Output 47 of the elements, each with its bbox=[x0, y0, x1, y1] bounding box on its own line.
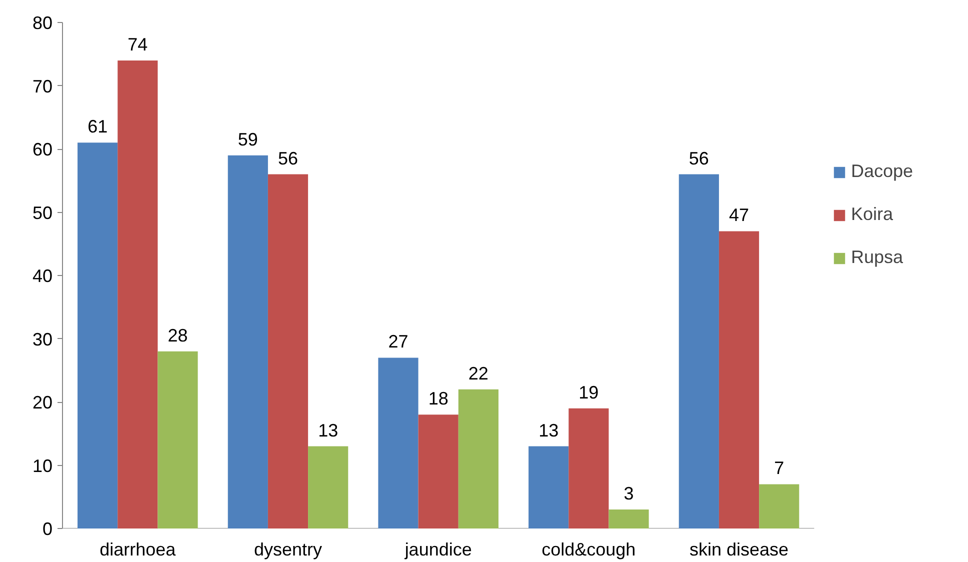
legend-label: Rupsa bbox=[851, 247, 904, 268]
data-label: 74 bbox=[128, 34, 148, 54]
data-label: 19 bbox=[578, 382, 599, 402]
x-tick-label: jaundice bbox=[404, 540, 472, 560]
y-tick-label: 10 bbox=[32, 456, 53, 476]
legend-label: Koira bbox=[851, 204, 894, 225]
data-label: 13 bbox=[538, 420, 559, 440]
y-tick-label: 80 bbox=[32, 13, 53, 33]
bar bbox=[718, 231, 760, 528]
x-tick-label: diarrhoea bbox=[100, 540, 177, 560]
data-label: 13 bbox=[318, 420, 338, 440]
x-tick-label: skin disease bbox=[689, 540, 789, 560]
bar bbox=[678, 174, 719, 528]
bar bbox=[228, 155, 268, 528]
bar bbox=[458, 389, 498, 528]
y-tick-label: 40 bbox=[32, 266, 53, 286]
bar bbox=[78, 142, 118, 528]
data-label: 59 bbox=[238, 129, 258, 150]
legend-label: Dacope bbox=[851, 161, 914, 182]
bar bbox=[268, 174, 308, 528]
data-label: 47 bbox=[729, 205, 750, 226]
y-tick-label: 70 bbox=[32, 76, 53, 96]
data-label: 56 bbox=[688, 148, 709, 168]
bar bbox=[418, 414, 458, 528]
data-label: 3 bbox=[624, 484, 634, 504]
bar bbox=[378, 358, 418, 528]
bar bbox=[528, 446, 569, 528]
y-tick-label: 0 bbox=[42, 519, 53, 539]
data-label: 22 bbox=[468, 363, 488, 384]
data-label: 7 bbox=[774, 458, 784, 478]
data-label: 28 bbox=[168, 325, 188, 346]
y-tick-label: 30 bbox=[32, 329, 53, 350]
y-tick-label: 20 bbox=[32, 392, 53, 412]
data-label: 18 bbox=[428, 388, 448, 409]
bar bbox=[568, 408, 609, 528]
y-tick-label: 60 bbox=[32, 140, 53, 160]
data-label: 56 bbox=[278, 148, 298, 168]
bar bbox=[608, 510, 649, 528]
data-label: 27 bbox=[388, 332, 408, 352]
bar bbox=[118, 60, 158, 528]
x-tick-label: dysentry bbox=[254, 540, 322, 560]
x-tick-label: cold&cough bbox=[542, 540, 636, 560]
bar bbox=[158, 351, 198, 528]
bar bbox=[308, 446, 348, 528]
bar bbox=[759, 484, 800, 528]
data-label: 61 bbox=[88, 116, 108, 137]
y-tick-label: 50 bbox=[32, 202, 53, 223]
